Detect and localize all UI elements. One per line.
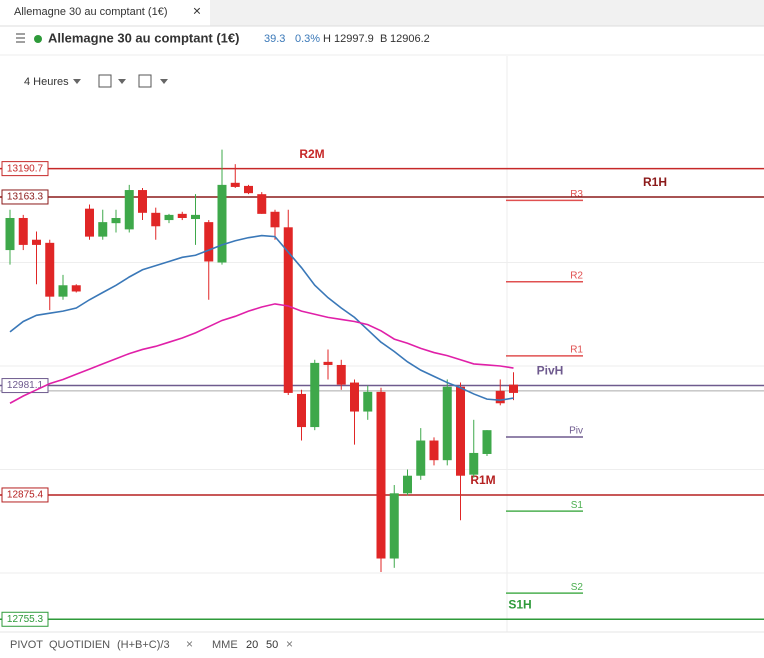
- remove-ma[interactable]: ×: [286, 637, 293, 651]
- candle-body: [495, 390, 505, 404]
- candle-body: [164, 214, 174, 221]
- candle-body: [111, 217, 121, 224]
- candle-body: [124, 190, 134, 230]
- candle-body: [85, 208, 94, 237]
- candle-body: [58, 285, 68, 297]
- candle-body: [363, 391, 373, 412]
- status-dot: [34, 35, 42, 43]
- candle-body: [482, 430, 492, 454]
- price-tag-label: 13190.7: [7, 163, 44, 174]
- low-label: B: [380, 33, 387, 45]
- indicator-icon[interactable]: [138, 74, 152, 88]
- level-label: S1H: [508, 597, 531, 611]
- candle-body: [32, 239, 41, 245]
- candle-body: [270, 211, 280, 228]
- change-pct: 0.3%: [295, 33, 320, 45]
- candle-body: [177, 213, 187, 218]
- price-tag: [1, 189, 49, 205]
- candle-body: [283, 227, 293, 393]
- candle-body: [257, 194, 267, 214]
- ma-slow: 50: [266, 639, 278, 651]
- candle-body: [323, 361, 333, 365]
- dropdown[interactable]: [160, 79, 168, 84]
- pivot-label: S1: [571, 500, 584, 511]
- price-tag: [1, 161, 49, 177]
- candle-body: [442, 386, 452, 461]
- candle-body: [509, 384, 518, 393]
- menu-icon[interactable]: [16, 33, 25, 43]
- plot: R3 R2 R1 Piv S1 S2 13190.7 R2M 13163.3 R1H 12981.1…: [0, 147, 764, 627]
- low: 12906.2: [390, 33, 430, 45]
- chart-type-icon[interactable]: [98, 74, 112, 88]
- pivot-label: R3: [570, 189, 583, 200]
- tab-title: Allemagne 30 au comptant (1€): [14, 6, 167, 18]
- candle-body: [230, 182, 240, 187]
- candle-body: [71, 285, 81, 292]
- remove-pivot[interactable]: ×: [186, 637, 193, 651]
- price-tag-label: 12755.3: [7, 614, 44, 625]
- price-tag-label: 13163.3: [7, 192, 44, 203]
- candle-body: [45, 242, 55, 297]
- dropdown[interactable]: [118, 79, 126, 84]
- moving-average: [9, 234, 514, 401]
- candle-body: [18, 217, 28, 245]
- high-label: H: [323, 33, 331, 45]
- instrument-name: Allemagne 30 au comptant (1€): [48, 30, 239, 45]
- moving-average: [9, 303, 514, 404]
- candle-body: [416, 440, 426, 476]
- candle-body: [376, 391, 386, 559]
- candle-body: [389, 493, 399, 559]
- candle-body: [217, 184, 227, 263]
- pivot-label: S2: [571, 582, 584, 593]
- tab-close[interactable]: ×: [193, 3, 201, 19]
- high: 12997.9: [334, 33, 374, 45]
- level-label: R2M: [299, 147, 324, 161]
- pivot-formula: (H+B+C)/3: [117, 639, 170, 651]
- interval[interactable]: 4 Heures: [24, 76, 69, 88]
- candle-body: [191, 214, 200, 220]
- pivot-period: QUOTIDIEN: [49, 639, 110, 651]
- candle-body: [350, 382, 359, 412]
- candle-body: [244, 185, 253, 194]
- pivot-label: R2: [570, 270, 583, 281]
- candle-body: [310, 362, 320, 428]
- candle-body: [138, 190, 147, 213]
- candle-body: [336, 364, 346, 385]
- candle-body: [456, 386, 465, 476]
- price-tag-label: 12981.1: [7, 380, 44, 391]
- candle-body: [98, 222, 108, 237]
- level-label: PivH: [537, 364, 564, 378]
- pivot-label: Piv: [569, 426, 583, 437]
- price-tag-label: 12875.4: [7, 490, 44, 501]
- change: 39.3: [264, 33, 285, 45]
- tab[interactable]: [0, 0, 210, 26]
- price-tag: [1, 487, 49, 503]
- ma-fast: 20: [246, 639, 258, 651]
- level-label: R1H: [643, 175, 667, 189]
- candle-body: [204, 222, 214, 262]
- level-label: R1M: [470, 473, 495, 487]
- dropdown[interactable]: [73, 79, 81, 84]
- candle-body: [5, 217, 15, 251]
- candle-body: [151, 212, 161, 227]
- price-tag: [1, 611, 49, 627]
- candle-body: [469, 452, 479, 475]
- candle-body: [297, 393, 306, 428]
- ma-label: MME: [212, 639, 238, 651]
- candle-body: [403, 475, 412, 494]
- pivot-label: R1: [570, 344, 583, 355]
- pivot-label: PIVOT: [10, 639, 43, 651]
- candle-body: [429, 440, 439, 461]
